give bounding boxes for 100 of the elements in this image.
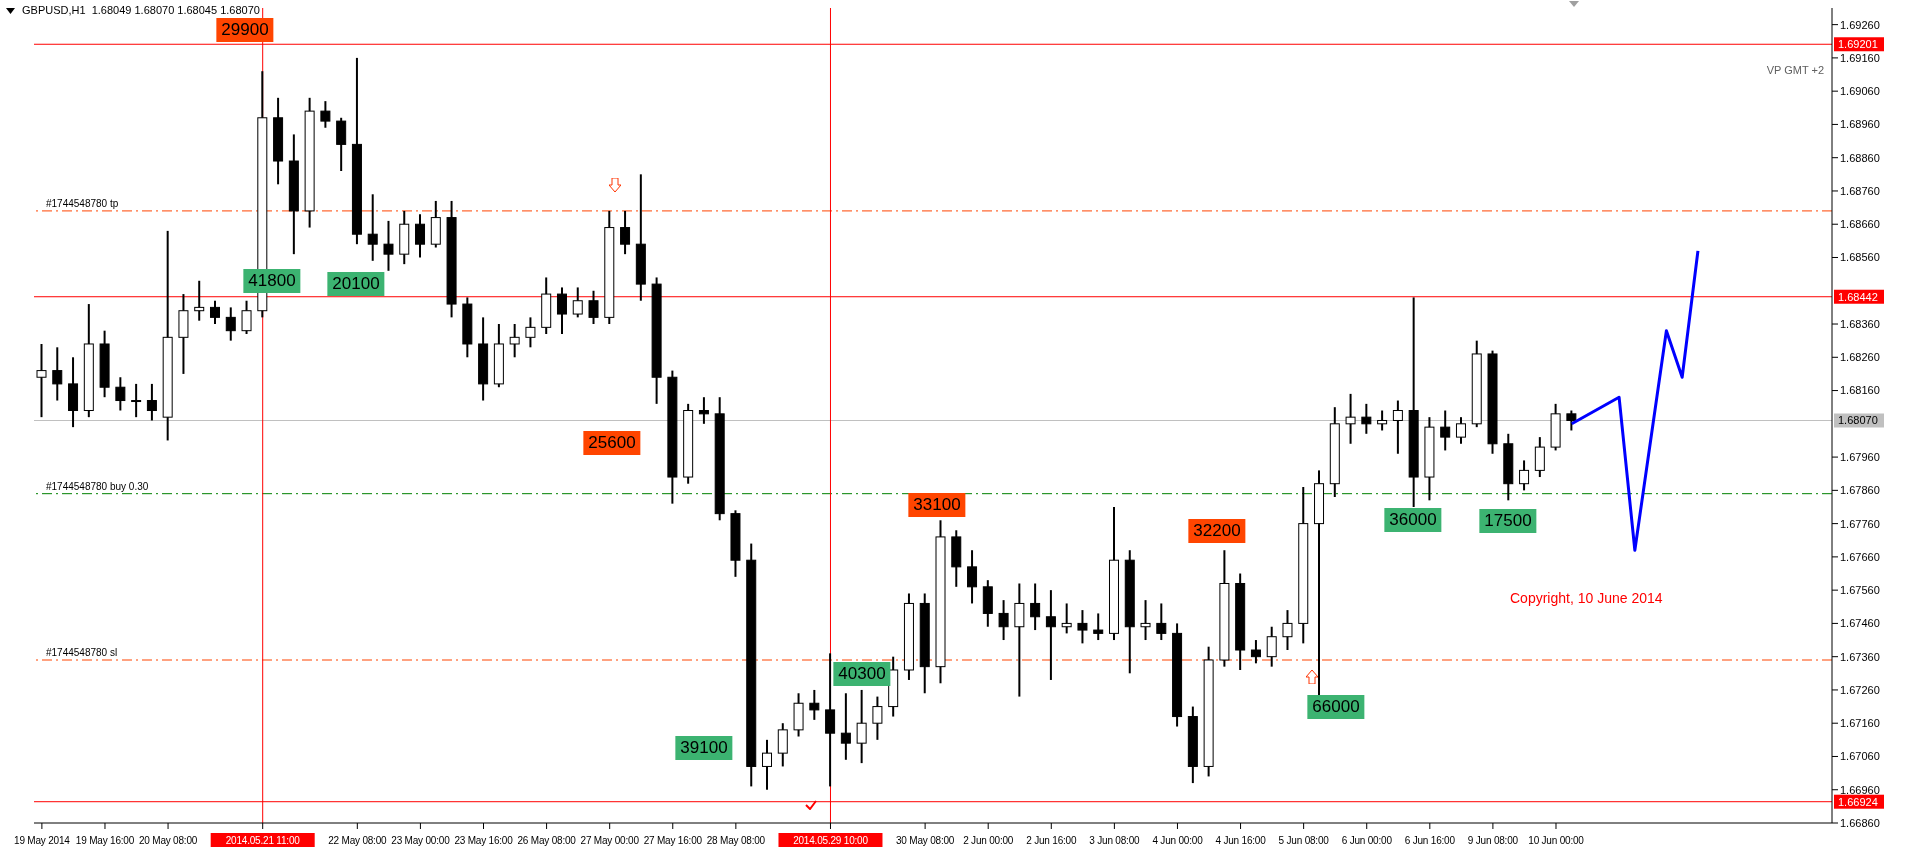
- candlestick: [367, 193, 378, 262]
- annotation: 17500: [1479, 509, 1537, 533]
- y-tick-label: 1.68360: [1840, 317, 1880, 330]
- y-tick-label: 1.67260: [1840, 683, 1880, 696]
- x-tick-label: 4 Jun 16:00: [1215, 835, 1267, 846]
- candlestick: [998, 599, 1009, 642]
- ref-line-label: #1744548780 sl: [46, 647, 118, 658]
- candlestick: [241, 299, 252, 335]
- candlestick: [967, 549, 978, 605]
- y-tick-label: 1.68760: [1840, 184, 1880, 197]
- y-tick-label: 1.67160: [1840, 717, 1880, 730]
- x-tick-label: 23 May 16:00: [454, 835, 514, 846]
- x-tick-label: 2014.05.21 11:00: [225, 835, 301, 846]
- x-tick-label: 3 Jun 08:00: [1089, 835, 1141, 846]
- candlestick: [415, 213, 426, 259]
- x-tick-label: 23 May 00:00: [391, 835, 451, 846]
- candlestick: [572, 286, 583, 319]
- annotation: Copyright, 10 June 2014: [1510, 590, 1663, 606]
- annotation: 36000: [1384, 508, 1442, 532]
- candlestick: [1566, 409, 1577, 432]
- candlestick: [809, 688, 820, 721]
- candlestick: [1345, 392, 1356, 445]
- candlestick: [1045, 589, 1056, 681]
- x-tick-label: 19 May 16:00: [75, 835, 135, 846]
- y-tick-label: 1.68560: [1840, 251, 1880, 264]
- ref-line-label: #1744548780 buy 0.30: [46, 480, 149, 492]
- annotation: 41800: [243, 269, 301, 293]
- y-tick-label: 1.68260: [1840, 351, 1880, 364]
- candlestick: [52, 346, 63, 402]
- x-tick-label: 26 May 08:00: [517, 835, 577, 846]
- candlestick: [856, 688, 867, 765]
- line-series: [1570, 249, 1700, 552]
- annotation: 33100: [908, 493, 966, 517]
- candlestick: [36, 342, 47, 419]
- candlestick: [1077, 609, 1088, 645]
- y-tick-label: 1.67760: [1840, 517, 1880, 530]
- x-tick-label: 20 May 08:00: [138, 835, 198, 846]
- candlestick: [1266, 625, 1277, 668]
- x-tick-label: 2014.05.29 10:00: [793, 835, 869, 846]
- annotation: 29900: [216, 18, 274, 42]
- y-tick-label: 1.69060: [1840, 85, 1880, 98]
- chart-title: GBPUSD,H1 1.68049 1.68070 1.68045 1.68070: [22, 4, 260, 16]
- x-tick-label: 9 Jun 08:00: [1467, 835, 1519, 846]
- y-tick-label: 1.68960: [1840, 118, 1880, 131]
- x-tick-label: 2 Jun 16:00: [1026, 835, 1077, 846]
- y-tick-label: 1.67860: [1840, 484, 1880, 497]
- y-tick-label: 1.67960: [1840, 450, 1880, 463]
- candlestick: [1392, 399, 1403, 455]
- x-tick-label: 19 May 2014: [14, 835, 71, 846]
- candlestick: [588, 289, 599, 326]
- x-tick-label: 27 May 00:00: [580, 835, 640, 846]
- candlestick: [146, 382, 157, 422]
- candlestick: [1014, 582, 1025, 698]
- candlestick: [1377, 409, 1388, 432]
- candlestick: [825, 652, 836, 788]
- candlestick: [698, 396, 709, 425]
- candlestick: [1140, 599, 1151, 642]
- candlestick: [320, 100, 331, 129]
- candlestick: [556, 286, 567, 335]
- y-tick-label: 1.68160: [1840, 384, 1880, 397]
- candlestick: [131, 382, 142, 419]
- ref-line-label: 1.68070: [1838, 414, 1878, 427]
- annotation: 40300: [833, 662, 891, 686]
- annotation: 25600: [583, 431, 641, 455]
- x-tick-label: 5 Jun 08:00: [1278, 835, 1330, 846]
- x-tick-label: 28 May 08:00: [706, 835, 766, 846]
- y-tick-label: 1.67460: [1840, 617, 1880, 630]
- candlestick: [336, 116, 347, 172]
- y-tick-label: 1.67560: [1840, 584, 1880, 597]
- x-tick-label: 10 Jun 00:00: [1528, 835, 1585, 846]
- x-tick-label: 2 Jun 00:00: [963, 835, 1014, 846]
- annotation: 66000: [1307, 695, 1365, 719]
- y-tick-label: 1.69260: [1840, 18, 1880, 31]
- candlestick: [1030, 582, 1041, 632]
- y-tick-label: 1.68660: [1840, 218, 1880, 231]
- candlestick: [840, 692, 851, 761]
- candlestick: [509, 323, 520, 359]
- y-tick-label: 1.69160: [1840, 51, 1880, 64]
- annotation: 32200: [1188, 519, 1246, 543]
- y-tick-label: 1.68860: [1840, 151, 1880, 164]
- x-tick-label: 22 May 08:00: [328, 835, 388, 846]
- candlestick: [525, 316, 536, 349]
- candlestick: [1519, 459, 1530, 492]
- y-tick-label: 1.67360: [1840, 650, 1880, 663]
- ref-line-label: 1.66924: [1838, 795, 1878, 808]
- candlestick: [383, 219, 394, 272]
- candlestick: [1250, 639, 1261, 665]
- candlestick: [225, 306, 236, 342]
- ref-line-label: #1744548780 tp: [46, 197, 119, 209]
- candlestick: [1282, 609, 1293, 652]
- ref-line-label: 1.69201: [1838, 38, 1878, 51]
- ref-line-label: 1.68442: [1838, 290, 1878, 303]
- candlestick: [872, 695, 883, 741]
- candlestick: [1061, 602, 1072, 635]
- candlestick: [777, 722, 788, 768]
- candlestick: [209, 299, 220, 326]
- y-tick-label: 1.66860: [1840, 816, 1880, 829]
- candlestick: [194, 279, 205, 322]
- annotation: 39100: [675, 736, 733, 760]
- y-tick-label: 1.67660: [1840, 550, 1880, 563]
